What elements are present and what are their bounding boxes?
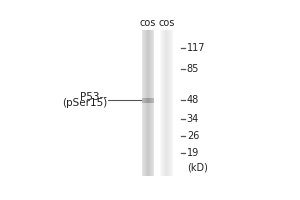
Text: cos: cos	[158, 18, 175, 28]
Text: (pSer15): (pSer15)	[62, 98, 107, 108]
Text: 34: 34	[187, 114, 199, 124]
Text: (kD): (kD)	[187, 163, 208, 173]
Text: 48: 48	[187, 95, 199, 105]
Text: 19: 19	[187, 148, 199, 158]
Text: P53--: P53--	[80, 92, 107, 102]
Text: cos: cos	[140, 18, 156, 28]
Text: 117: 117	[187, 43, 205, 53]
Text: 26: 26	[187, 131, 199, 141]
Text: 85: 85	[187, 64, 199, 74]
